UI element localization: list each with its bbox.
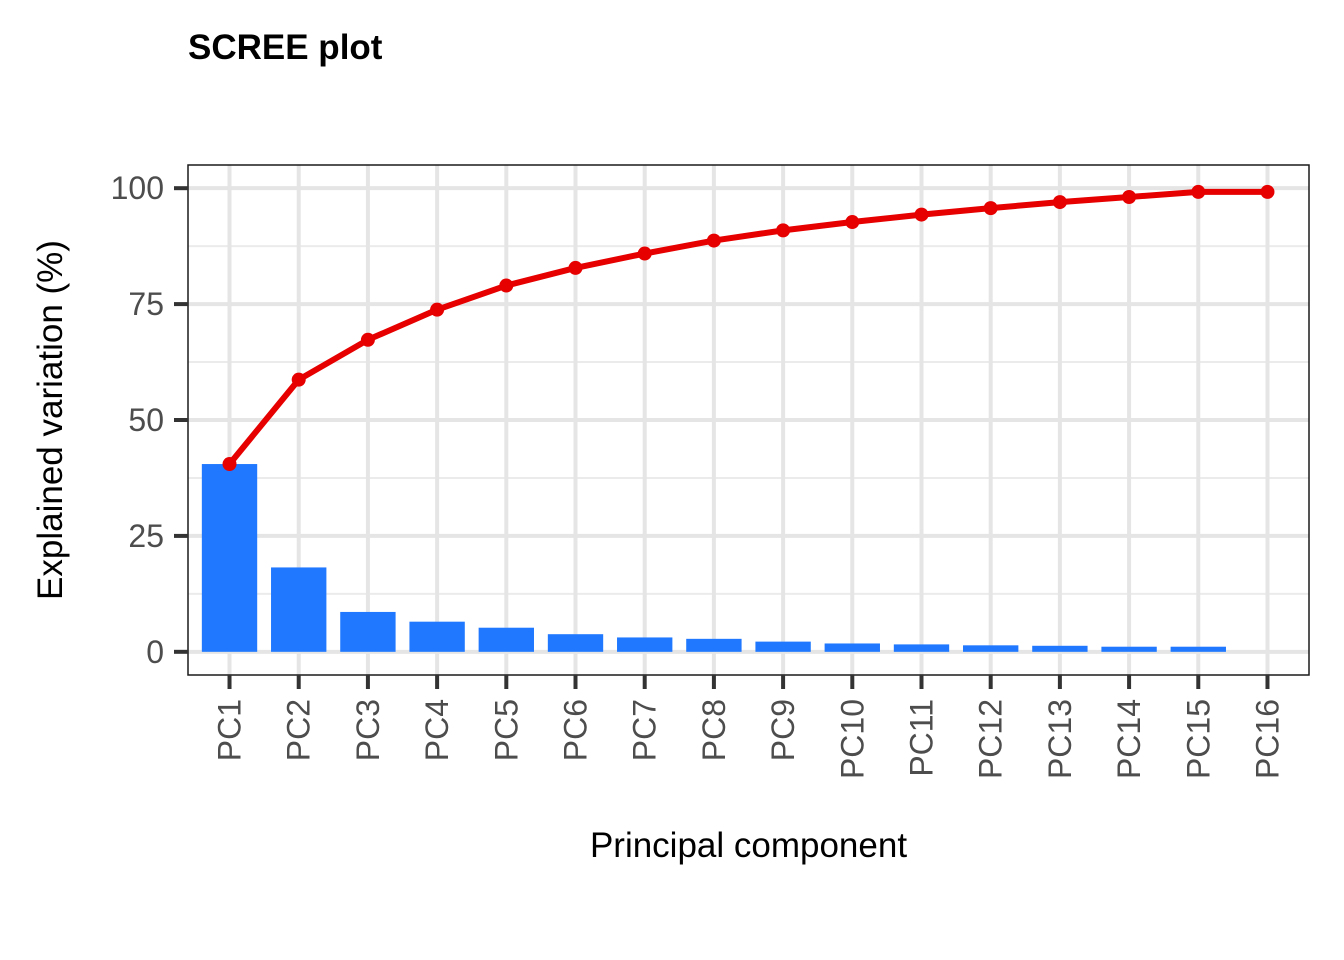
point-pc6: [568, 260, 583, 275]
point-pc12: [983, 201, 998, 216]
point-pc11: [914, 207, 929, 222]
grid-lines: [188, 165, 1309, 675]
bar-pc7: [617, 637, 673, 652]
point-pc14: [1122, 189, 1137, 204]
bar-pc1: [201, 464, 258, 652]
bar-pc3: [340, 611, 396, 652]
y-tick-label: 75: [128, 286, 164, 322]
y-tick-label: 25: [128, 518, 164, 554]
x-tick-label: PC6: [558, 699, 594, 761]
bar-series: [201, 464, 1226, 652]
bar-pc11: [893, 644, 950, 652]
x-tick-label: PC1: [212, 699, 248, 761]
x-tick-label: PC15: [1180, 699, 1216, 779]
x-tick-label: PC13: [1042, 699, 1078, 779]
x-tick-label: PC16: [1249, 699, 1285, 779]
bar-pc2: [271, 567, 327, 652]
y-axis-title: Explained variation (%): [31, 240, 70, 600]
point-pc7: [637, 246, 652, 261]
bar-pc8: [686, 638, 742, 652]
x-tick-label: PC11: [903, 699, 939, 777]
cumulative-line: [227, 188, 1268, 466]
x-tick-label: PC5: [488, 699, 524, 761]
point-pc3: [360, 332, 375, 347]
y-tick-label: 50: [128, 402, 164, 438]
x-tick-label: PC4: [419, 699, 455, 761]
point-pc10: [845, 215, 860, 230]
point-pc15: [1191, 184, 1206, 199]
y-axis: 0 25 50 75 100: [111, 170, 188, 670]
point-pc9: [776, 223, 791, 238]
bar-pc13: [1032, 645, 1088, 652]
cumulative-line-series: [222, 184, 1275, 472]
y-tick-label: 100: [111, 170, 164, 206]
x-tick-label: PC2: [281, 699, 317, 761]
x-tick-label: PC3: [350, 699, 386, 761]
x-tick-label: PC9: [765, 699, 801, 761]
x-tick-label: PC14: [1111, 699, 1147, 779]
x-tick-label: PC7: [627, 699, 663, 761]
bar-pc12: [963, 645, 1019, 652]
point-pc5: [499, 278, 514, 293]
point-pc1: [222, 457, 237, 472]
x-axis: PC1 PC2 PC3 PC4 PC5 PC6 PC7 PC8 PC9 PC10 PC11 PC12 P…: [212, 675, 1285, 779]
bar-pc14: [1101, 646, 1157, 652]
point-pc13: [1052, 195, 1067, 210]
bar-pc9: [755, 641, 811, 652]
bar-pc6: [547, 634, 604, 652]
point-pc4: [430, 302, 445, 317]
x-tick-label: PC10: [834, 699, 870, 779]
x-axis-title: Principal component: [590, 826, 907, 865]
x-tick-label: PC12: [973, 699, 1009, 779]
bar-pc10: [824, 643, 880, 652]
point-pc2: [291, 372, 306, 387]
point-pc16: [1260, 184, 1275, 199]
bar-pc5: [478, 627, 534, 652]
y-tick-label: 0: [146, 634, 164, 670]
bar-pc4: [409, 621, 465, 652]
bar-pc15: [1170, 646, 1226, 652]
point-pc8: [706, 233, 721, 248]
chart-title: SCREE plot: [188, 28, 383, 67]
x-tick-label: PC8: [696, 699, 732, 761]
